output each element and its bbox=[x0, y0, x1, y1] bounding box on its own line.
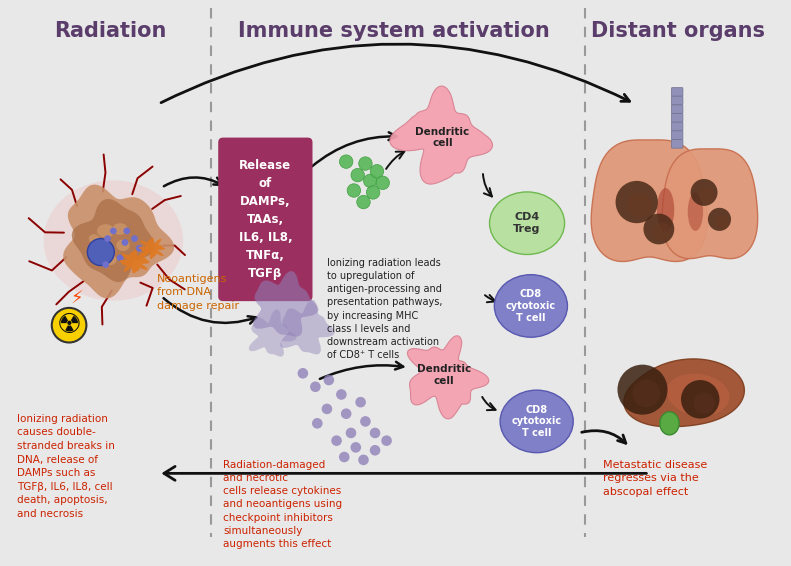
Circle shape bbox=[627, 192, 653, 218]
Ellipse shape bbox=[500, 390, 573, 453]
Text: Immune system activation: Immune system activation bbox=[238, 21, 551, 41]
Polygon shape bbox=[253, 271, 319, 337]
Circle shape bbox=[322, 404, 332, 414]
Polygon shape bbox=[72, 199, 155, 282]
Circle shape bbox=[131, 235, 138, 242]
Text: Ionizing radiation leads
to upregulation of
antigen-processing and
presentation : Ionizing radiation leads to upregulation… bbox=[327, 258, 442, 360]
Text: ☢: ☢ bbox=[57, 311, 81, 339]
Polygon shape bbox=[407, 336, 489, 419]
Circle shape bbox=[715, 215, 729, 229]
Text: Dendritic
cell: Dendritic cell bbox=[415, 127, 470, 148]
Polygon shape bbox=[662, 149, 758, 259]
Circle shape bbox=[339, 452, 350, 462]
Circle shape bbox=[87, 239, 115, 265]
Polygon shape bbox=[248, 309, 297, 357]
Polygon shape bbox=[119, 250, 149, 273]
Circle shape bbox=[355, 397, 366, 408]
Circle shape bbox=[694, 393, 714, 414]
Circle shape bbox=[341, 409, 351, 419]
Circle shape bbox=[51, 308, 86, 342]
Circle shape bbox=[364, 174, 377, 187]
Circle shape bbox=[312, 418, 323, 428]
Ellipse shape bbox=[44, 181, 183, 301]
Circle shape bbox=[615, 181, 658, 223]
Ellipse shape bbox=[687, 192, 703, 231]
Text: CD4
Treg: CD4 Treg bbox=[513, 212, 541, 234]
FancyBboxPatch shape bbox=[672, 105, 683, 114]
Polygon shape bbox=[624, 359, 744, 427]
Circle shape bbox=[339, 155, 353, 168]
Ellipse shape bbox=[104, 255, 117, 265]
FancyBboxPatch shape bbox=[672, 88, 683, 96]
Ellipse shape bbox=[660, 412, 679, 435]
Circle shape bbox=[381, 435, 392, 446]
Polygon shape bbox=[390, 86, 493, 184]
Circle shape bbox=[336, 389, 346, 400]
Circle shape bbox=[376, 176, 389, 190]
Ellipse shape bbox=[112, 223, 128, 235]
FancyBboxPatch shape bbox=[672, 114, 683, 122]
Circle shape bbox=[346, 428, 356, 438]
Circle shape bbox=[691, 179, 717, 206]
Polygon shape bbox=[63, 185, 174, 298]
Circle shape bbox=[653, 222, 671, 241]
Circle shape bbox=[123, 228, 131, 234]
Text: Neoantigens
from DNA
damage repair: Neoantigens from DNA damage repair bbox=[157, 274, 239, 311]
Ellipse shape bbox=[97, 224, 115, 238]
Circle shape bbox=[351, 168, 365, 182]
Circle shape bbox=[347, 184, 361, 197]
Text: Ionizing radiation
causes double-
stranded breaks in
DNA, release of
DAMPs such : Ionizing radiation causes double- strand… bbox=[17, 414, 115, 519]
Text: Radiation: Radiation bbox=[55, 21, 167, 41]
Circle shape bbox=[117, 255, 123, 261]
Ellipse shape bbox=[494, 275, 567, 337]
FancyBboxPatch shape bbox=[672, 139, 683, 148]
Text: Release
of
DAMPs,
TAAs,
IL6, IL8,
TNFα,
TGFβ: Release of DAMPs, TAAs, IL6, IL8, TNFα, … bbox=[239, 159, 292, 280]
Circle shape bbox=[708, 208, 731, 231]
Circle shape bbox=[104, 235, 111, 242]
Polygon shape bbox=[667, 374, 729, 416]
Circle shape bbox=[350, 442, 361, 453]
Text: Radiation-damaged
and necrotic
cells release cytokines
and neoantigens using
che: Radiation-damaged and necrotic cells rel… bbox=[223, 460, 343, 549]
FancyBboxPatch shape bbox=[672, 131, 683, 139]
Ellipse shape bbox=[490, 192, 565, 255]
Circle shape bbox=[136, 245, 142, 252]
FancyBboxPatch shape bbox=[672, 122, 683, 131]
Circle shape bbox=[357, 195, 370, 209]
Circle shape bbox=[310, 381, 320, 392]
Ellipse shape bbox=[93, 247, 104, 257]
Text: ⚡: ⚡ bbox=[70, 289, 83, 307]
Circle shape bbox=[358, 157, 372, 170]
Text: CD8
cytotoxic
T cell: CD8 cytotoxic T cell bbox=[505, 289, 556, 323]
Circle shape bbox=[324, 375, 334, 385]
Text: CD8
cytotoxic
T cell: CD8 cytotoxic T cell bbox=[512, 405, 562, 438]
Text: Distant organs: Distant organs bbox=[591, 21, 765, 41]
Circle shape bbox=[122, 239, 128, 246]
Text: Dendritic
cell: Dendritic cell bbox=[417, 365, 471, 386]
Circle shape bbox=[366, 186, 380, 199]
Polygon shape bbox=[138, 237, 165, 259]
Ellipse shape bbox=[657, 188, 674, 231]
Circle shape bbox=[331, 435, 342, 446]
Polygon shape bbox=[591, 140, 707, 261]
Circle shape bbox=[102, 261, 109, 268]
Circle shape bbox=[681, 380, 720, 418]
Circle shape bbox=[369, 428, 380, 438]
FancyBboxPatch shape bbox=[218, 138, 312, 301]
Circle shape bbox=[297, 368, 308, 379]
Text: Metastatic disease
regresses via the
abscopal effect: Metastatic disease regresses via the abs… bbox=[603, 460, 707, 497]
Circle shape bbox=[358, 454, 369, 465]
Ellipse shape bbox=[116, 239, 130, 251]
Circle shape bbox=[370, 165, 384, 178]
Circle shape bbox=[643, 213, 674, 245]
Ellipse shape bbox=[89, 234, 100, 243]
Circle shape bbox=[699, 187, 715, 203]
Circle shape bbox=[369, 445, 380, 456]
Circle shape bbox=[110, 228, 117, 234]
Polygon shape bbox=[280, 300, 335, 354]
FancyArrowPatch shape bbox=[164, 466, 646, 481]
FancyBboxPatch shape bbox=[672, 96, 683, 105]
Circle shape bbox=[633, 380, 660, 408]
Circle shape bbox=[618, 365, 668, 415]
Circle shape bbox=[360, 416, 371, 427]
